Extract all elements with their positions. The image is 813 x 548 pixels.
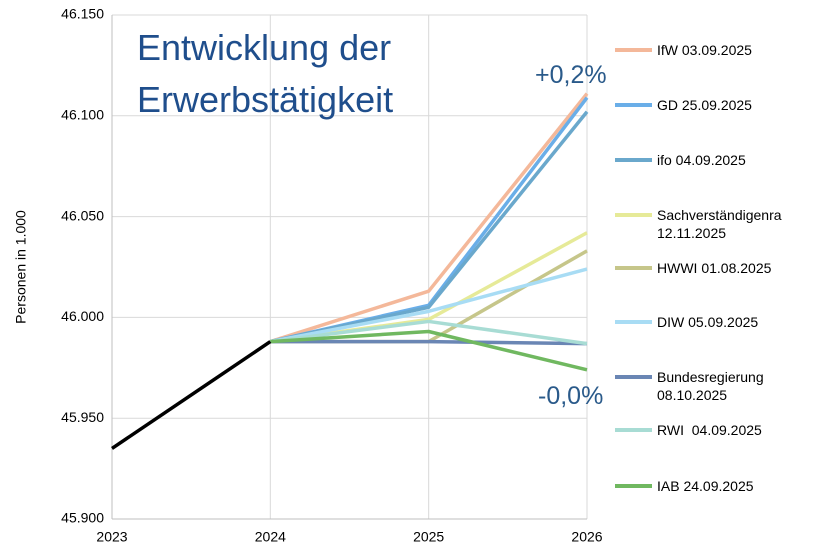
- x-tick-label: 2023: [96, 529, 127, 545]
- y-tick-label: 46.050: [61, 207, 104, 223]
- y-tick-label: 45.900: [61, 510, 104, 526]
- legend-label: IAB 24.09.2025: [657, 478, 754, 494]
- legend-label: ifo 04.09.2025: [657, 152, 746, 168]
- series-line: [270, 267, 588, 344]
- x-tick-label: 2024: [255, 529, 286, 545]
- series-line: [270, 329, 588, 372]
- y-axis-label: Personen in 1.000: [13, 210, 29, 324]
- y-tick-label: 46.150: [61, 6, 104, 22]
- y-tick-label: 46.100: [61, 107, 104, 123]
- annotation: -0,0%: [538, 382, 604, 410]
- series-line: [269, 92, 589, 344]
- legend-label: HWWI 01.08.2025: [657, 260, 772, 276]
- x-tick-label: 2026: [571, 529, 602, 545]
- legend-label: DIW 05.09.2025: [657, 314, 759, 330]
- legend-label: RWI 04.09.2025: [657, 422, 762, 438]
- y-tick-label: 46.000: [61, 308, 104, 324]
- x-tick-label: 2025: [413, 529, 444, 545]
- series-line: [270, 339, 588, 346]
- legend-label: Sachverständigenra 12.11.2025: [657, 207, 786, 241]
- legend-label: Bundesregierung 08.10.2025: [657, 369, 768, 403]
- chart-title: Entwicklung der Erwerbstätigkeit: [137, 27, 394, 120]
- y-tick-label: 45.950: [61, 409, 104, 425]
- series-line: [270, 319, 588, 346]
- legend-label: GD 25.09.2025: [657, 97, 752, 113]
- annotation: +0,2%: [535, 61, 607, 89]
- series-line: [111, 340, 272, 450]
- legend-label: IfW 03.09.2025: [657, 42, 752, 58]
